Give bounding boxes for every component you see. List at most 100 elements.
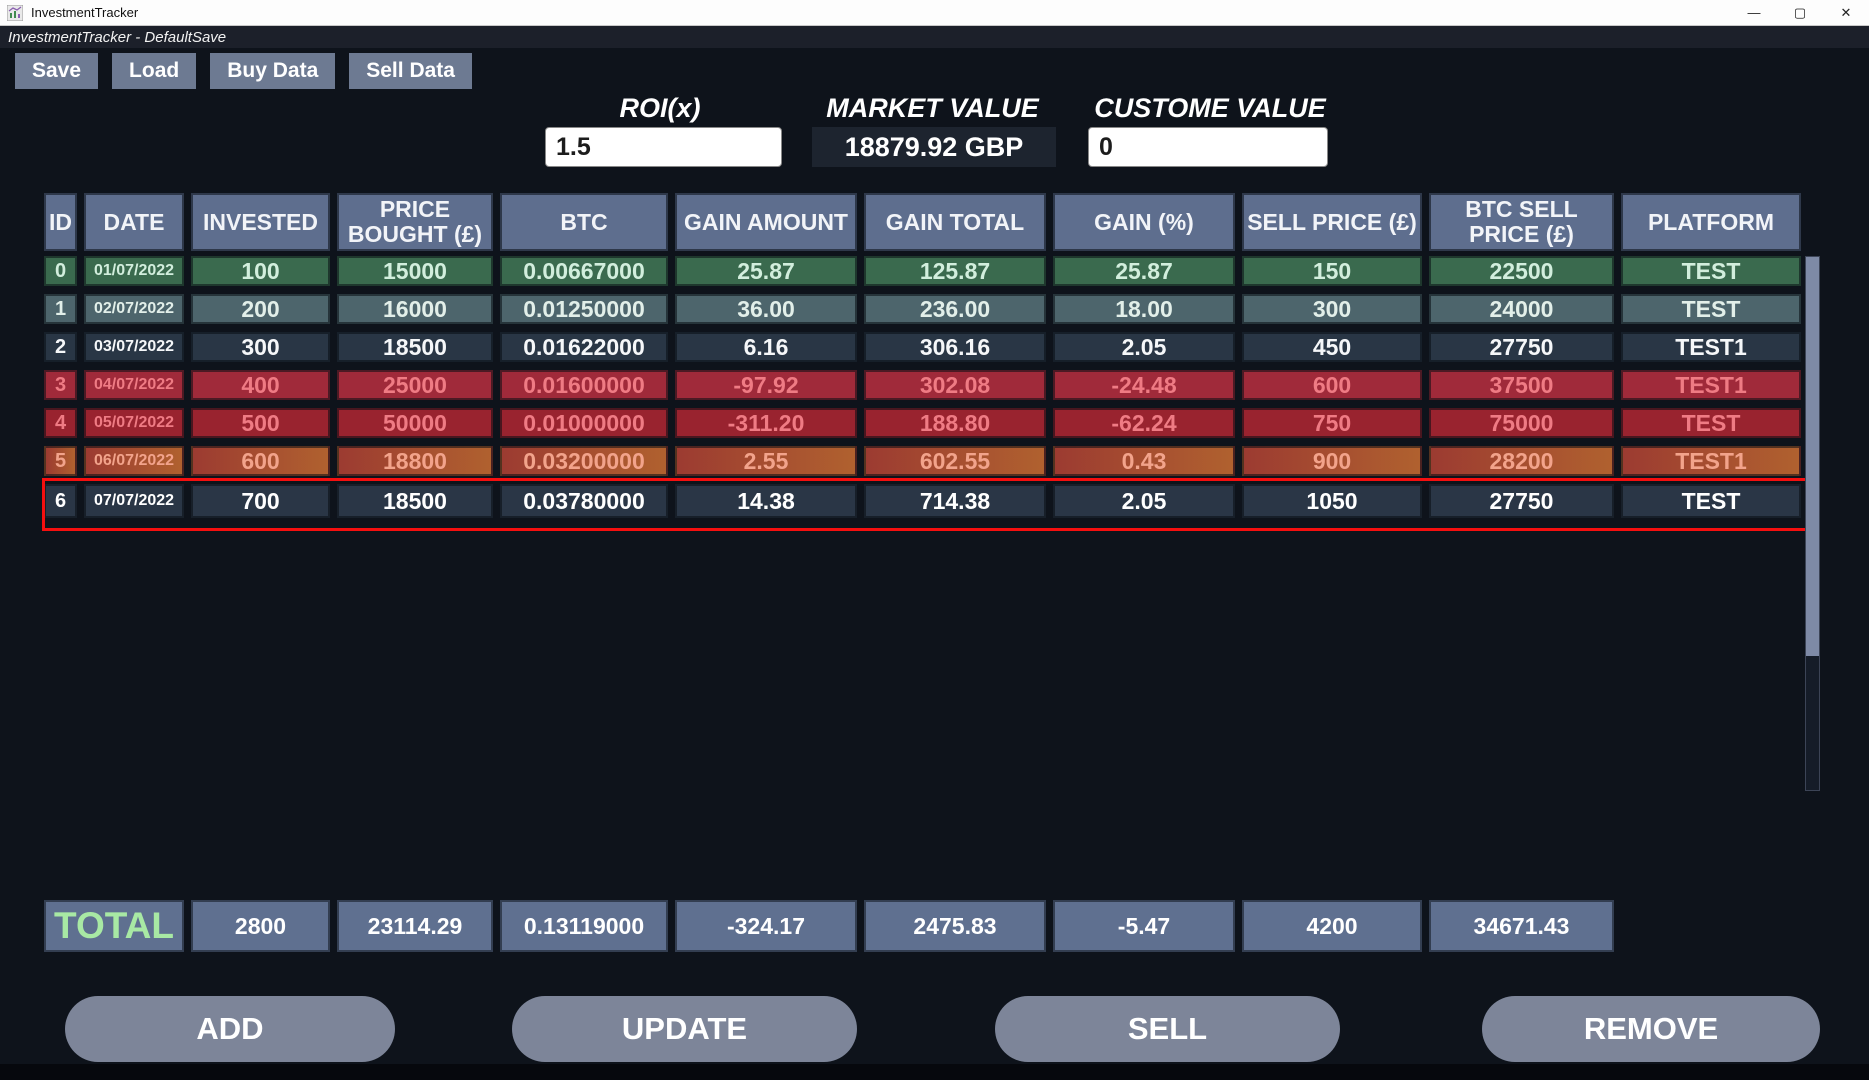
cell-gain-pct[interactable]: 2.05	[1053, 332, 1235, 362]
table-row-1[interactable]: 1 02/07/2022 200 16000 0.01250000 36.00 236.00…	[44, 294, 1801, 324]
cell-id[interactable]: 6	[44, 484, 77, 518]
cell-gain-pct[interactable]: 25.87	[1053, 256, 1235, 286]
table-row-0[interactable]: 0 01/07/2022 100 15000 0.00667000 25.87 125.87…	[44, 256, 1801, 286]
cell-gain-amount[interactable]: -311.20	[675, 408, 857, 438]
cell-platform[interactable]: TEST1	[1621, 332, 1801, 362]
cell-date[interactable]: 05/07/2022	[84, 408, 184, 438]
cell-btc-sell-price[interactable]: 37500	[1429, 370, 1614, 400]
cell-id[interactable]: 2	[44, 332, 77, 362]
table-row-5[interactable]: 5 06/07/2022 600 18800 0.03200000 2.55 602.55 0…	[44, 446, 1801, 476]
cell-btc[interactable]: 0.01250000	[500, 294, 668, 324]
cell-gain-amount[interactable]: 2.55	[675, 446, 857, 476]
cell-btc[interactable]: 0.01600000	[500, 370, 668, 400]
cell-invested[interactable]: 600	[191, 446, 330, 476]
table-scrollbar[interactable]	[1805, 256, 1820, 791]
cell-gain-amount[interactable]: 25.87	[675, 256, 857, 286]
table-row-6[interactable]: 6 07/07/2022 700 18500 0.03780000 14.38 714.38…	[44, 484, 1801, 518]
table-row-3[interactable]: 3 04/07/2022 400 25000 0.01600000 -97.92 302.0…	[44, 370, 1801, 400]
cell-gain-amount[interactable]: -97.92	[675, 370, 857, 400]
add-button[interactable]: ADD	[65, 996, 395, 1062]
cell-sell-price[interactable]: 750	[1242, 408, 1422, 438]
cell-btc[interactable]: 0.03780000	[500, 484, 668, 518]
minimize-icon[interactable]: —	[1747, 5, 1761, 20]
sell-button[interactable]: SELL	[995, 996, 1340, 1062]
cell-date[interactable]: 03/07/2022	[84, 332, 184, 362]
cell-price-bought[interactable]: 50000	[337, 408, 493, 438]
cell-price-bought[interactable]: 18500	[337, 332, 493, 362]
cell-platform[interactable]: TEST1	[1621, 370, 1801, 400]
cell-date[interactable]: 04/07/2022	[84, 370, 184, 400]
cell-date[interactable]: 07/07/2022	[84, 484, 184, 518]
cell-platform[interactable]: TEST	[1621, 408, 1801, 438]
cell-gain-pct[interactable]: 2.05	[1053, 484, 1235, 518]
cell-platform[interactable]: TEST	[1621, 294, 1801, 324]
cell-gain-pct[interactable]: -62.24	[1053, 408, 1235, 438]
cell-price-bought[interactable]: 16000	[337, 294, 493, 324]
cell-btc[interactable]: 0.03200000	[500, 446, 668, 476]
cell-gain-total[interactable]: 125.87	[864, 256, 1046, 286]
cell-btc-sell-price[interactable]: 27750	[1429, 484, 1614, 518]
cell-gain-total[interactable]: 236.00	[864, 294, 1046, 324]
cell-btc-sell-price[interactable]: 28200	[1429, 446, 1614, 476]
cell-id[interactable]: 3	[44, 370, 77, 400]
cell-id[interactable]: 1	[44, 294, 77, 324]
cell-gain-total[interactable]: 302.08	[864, 370, 1046, 400]
cell-platform[interactable]: TEST	[1621, 256, 1801, 286]
cell-date[interactable]: 06/07/2022	[84, 446, 184, 476]
cell-sell-price[interactable]: 900	[1242, 446, 1422, 476]
cell-platform[interactable]: TEST	[1621, 484, 1801, 518]
remove-button[interactable]: REMOVE	[1482, 996, 1820, 1062]
sell-data-button[interactable]: Sell Data	[349, 53, 472, 89]
cell-btc-sell-price[interactable]: 24000	[1429, 294, 1614, 324]
cell-invested[interactable]: 700	[191, 484, 330, 518]
table-row-2[interactable]: 2 03/07/2022 300 18500 0.01622000 6.16 306.16 2…	[44, 332, 1801, 362]
cell-gain-amount[interactable]: 6.16	[675, 332, 857, 362]
cell-invested[interactable]: 100	[191, 256, 330, 286]
cell-btc-sell-price[interactable]: 75000	[1429, 408, 1614, 438]
cell-btc-sell-price[interactable]: 22500	[1429, 256, 1614, 286]
cell-gain-amount[interactable]: 36.00	[675, 294, 857, 324]
cell-id[interactable]: 4	[44, 408, 77, 438]
cell-gain-amount[interactable]: 14.38	[675, 484, 857, 518]
cell-gain-total[interactable]: 602.55	[864, 446, 1046, 476]
cell-gain-pct[interactable]: -24.48	[1053, 370, 1235, 400]
cell-sell-price[interactable]: 300	[1242, 294, 1422, 324]
update-button[interactable]: UPDATE	[512, 996, 857, 1062]
cell-gain-total[interactable]: 714.38	[864, 484, 1046, 518]
custom-value-input[interactable]	[1088, 127, 1328, 167]
cell-sell-price[interactable]: 150	[1242, 256, 1422, 286]
roi-input[interactable]	[545, 127, 782, 167]
cell-gain-pct[interactable]: 0.43	[1053, 446, 1235, 476]
cell-date[interactable]: 01/07/2022	[84, 256, 184, 286]
table-row-4[interactable]: 4 05/07/2022 500 50000 0.01000000 -311.20 188.…	[44, 408, 1801, 438]
cell-price-bought[interactable]: 18500	[337, 484, 493, 518]
close-icon[interactable]: ✕	[1840, 4, 1852, 20]
investments-table: ID DATE INVESTED PRICE BOUGHT (£) BTC GA…	[42, 193, 1812, 531]
cell-date[interactable]: 02/07/2022	[84, 294, 184, 324]
buy-data-button[interactable]: Buy Data	[210, 53, 336, 89]
cell-gain-pct[interactable]: 18.00	[1053, 294, 1235, 324]
save-button[interactable]: Save	[15, 53, 99, 89]
cell-gain-total[interactable]: 188.80	[864, 408, 1046, 438]
cell-sell-price[interactable]: 600	[1242, 370, 1422, 400]
cell-invested[interactable]: 300	[191, 332, 330, 362]
cell-id[interactable]: 5	[44, 446, 77, 476]
cell-btc[interactable]: 0.01000000	[500, 408, 668, 438]
cell-id[interactable]: 0	[44, 256, 77, 286]
cell-sell-price[interactable]: 1050	[1242, 484, 1422, 518]
cell-invested[interactable]: 200	[191, 294, 330, 324]
cell-btc-sell-price[interactable]: 27750	[1429, 332, 1614, 362]
cell-gain-total[interactable]: 306.16	[864, 332, 1046, 362]
cell-price-bought[interactable]: 15000	[337, 256, 493, 286]
scrollbar-thumb[interactable]	[1806, 257, 1819, 656]
load-button[interactable]: Load	[112, 53, 197, 89]
cell-price-bought[interactable]: 18800	[337, 446, 493, 476]
cell-btc[interactable]: 0.01622000	[500, 332, 668, 362]
cell-invested[interactable]: 400	[191, 370, 330, 400]
cell-platform[interactable]: TEST1	[1621, 446, 1801, 476]
cell-price-bought[interactable]: 25000	[337, 370, 493, 400]
cell-invested[interactable]: 500	[191, 408, 330, 438]
cell-sell-price[interactable]: 450	[1242, 332, 1422, 362]
cell-btc[interactable]: 0.00667000	[500, 256, 668, 286]
maximize-icon[interactable]: ▢	[1793, 4, 1807, 20]
